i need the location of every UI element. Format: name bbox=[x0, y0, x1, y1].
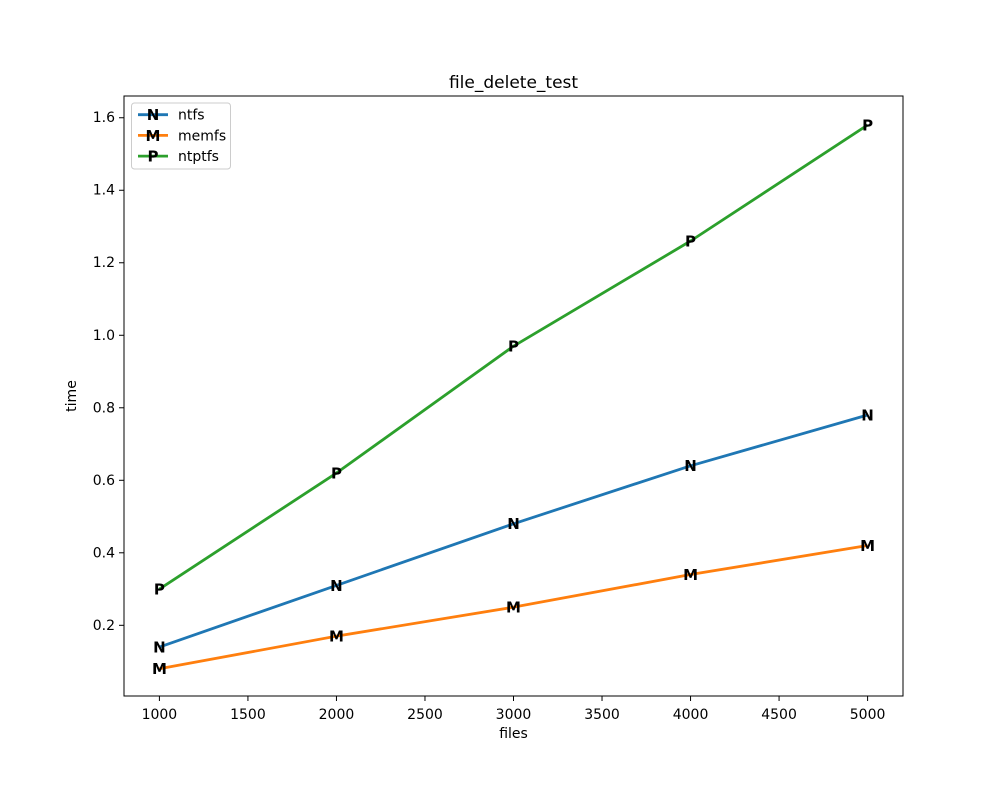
series-line-ntfs bbox=[158, 413, 868, 649]
y-tick-label: 1.4 bbox=[93, 183, 115, 199]
series-line-ntptfs bbox=[158, 123, 869, 591]
x-tick-label: 4500 bbox=[761, 707, 797, 723]
legend-marker-N-icon: N bbox=[147, 106, 160, 124]
marker-P-icon: P bbox=[508, 338, 519, 356]
marker-P-icon: P bbox=[862, 116, 873, 134]
marker-N-icon: N bbox=[684, 457, 697, 475]
marker-P-icon: P bbox=[685, 232, 696, 250]
legend-label-ntfs: ntfs bbox=[178, 108, 205, 124]
legend-marker-P-icon: P bbox=[148, 148, 159, 166]
legend-label-ntptfs: ntptfs bbox=[178, 149, 219, 165]
y-tick-label: 1.6 bbox=[93, 110, 115, 126]
x-tick-label: 3500 bbox=[584, 707, 620, 723]
x-tick-label: 2500 bbox=[407, 707, 443, 723]
marker-M-icon: M bbox=[152, 660, 167, 678]
y-tick-label: 1.2 bbox=[93, 255, 115, 271]
chart-title: file_delete_test bbox=[449, 73, 578, 93]
marker-M-icon: M bbox=[506, 599, 521, 617]
marker-N-icon: N bbox=[861, 406, 874, 424]
marker-N-icon: N bbox=[330, 577, 343, 595]
x-axis-label: files bbox=[499, 726, 528, 742]
x-tick-label: 3000 bbox=[496, 707, 532, 723]
x-axis-ticks: 1000 1500 2000 2500 3000 3500 4000 4500 5000 bbox=[142, 696, 886, 723]
x-tick-label: 1500 bbox=[230, 707, 266, 723]
marker-P-icon: P bbox=[331, 464, 342, 482]
axes: 1000 1500 2000 2500 3000 3500 4000 4500 5000 0.2… bbox=[64, 73, 904, 742]
plot-border bbox=[123, 95, 904, 697]
y-axis-ticks: 0.2 0.4 0.6 0.8 1.0 1.2 1.4 1.6 bbox=[93, 110, 124, 634]
marker-M-icon: M bbox=[329, 628, 344, 646]
y-tick-label: 1.0 bbox=[93, 328, 115, 344]
y-axis-label: time bbox=[64, 380, 80, 412]
series-line-memfs bbox=[159, 544, 868, 671]
marker-M-icon: M bbox=[683, 566, 698, 584]
y-tick-label: 0.8 bbox=[93, 400, 115, 416]
marker-N-icon: N bbox=[153, 638, 166, 656]
plot-area bbox=[124, 96, 903, 696]
marker-P-icon: P bbox=[154, 580, 165, 598]
marker-N-icon: N bbox=[507, 515, 520, 533]
legend-label-memfs: memfs bbox=[178, 128, 226, 144]
x-tick-label: 4000 bbox=[673, 707, 709, 723]
legend-box bbox=[131, 102, 231, 170]
x-tick-label: 1000 bbox=[142, 707, 178, 723]
x-tick-label: 2000 bbox=[319, 707, 355, 723]
y-tick-label: 0.2 bbox=[93, 618, 115, 634]
y-tick-label: 0.4 bbox=[93, 545, 115, 561]
x-tick-label: 5000 bbox=[850, 707, 886, 723]
legend-marker-M-icon: M bbox=[146, 127, 161, 145]
marker-M-icon: M bbox=[860, 537, 875, 555]
y-tick-label: 0.6 bbox=[93, 473, 115, 489]
